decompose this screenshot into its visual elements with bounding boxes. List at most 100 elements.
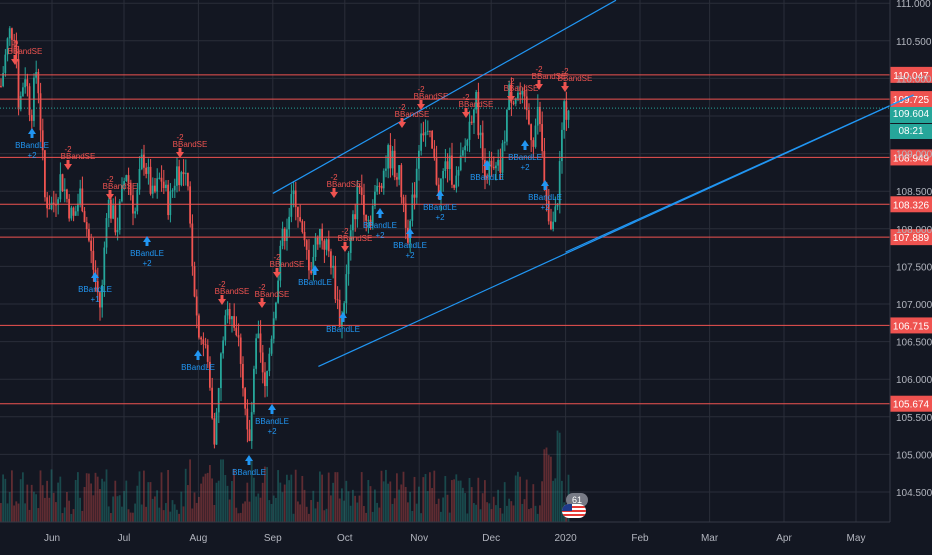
short-arrow-icon	[106, 194, 114, 200]
candle-body	[369, 219, 372, 226]
horizontal-levels[interactable]: 110.047 109.725 108.949 108.326 107.889 106.7…	[0, 66, 932, 412]
volume-bar	[138, 471, 141, 522]
candle-body	[330, 251, 332, 268]
volume-bar	[418, 486, 420, 522]
time-tick-label: Oct	[337, 533, 353, 544]
candle-body	[17, 59, 20, 110]
volume-bar	[151, 498, 154, 522]
volume-bar	[541, 481, 543, 522]
volume-bar	[57, 482, 59, 522]
candle-body	[543, 151, 546, 183]
volume-bar	[4, 478, 7, 522]
level-price-badge	[890, 91, 932, 108]
us-flag-icon[interactable]	[562, 504, 586, 518]
candle-body	[158, 177, 161, 179]
volume-bar	[217, 480, 220, 522]
grid	[0, 0, 890, 522]
candle-body	[435, 158, 438, 185]
candle-body	[13, 39, 15, 41]
candle-body	[169, 191, 172, 216]
candle-body	[554, 206, 557, 222]
long-arrow-icon	[28, 128, 36, 134]
long-arrow-stem	[408, 234, 412, 238]
long-signal-label: BBandLE	[508, 153, 542, 162]
short-signal-label: BBandSE	[173, 140, 208, 149]
short-arrow-stem	[220, 295, 224, 299]
volume-bar	[83, 486, 86, 522]
candle-body	[191, 223, 194, 267]
candle-body	[193, 266, 196, 297]
volume-bar	[70, 513, 73, 522]
candle-body	[530, 124, 532, 141]
long-signal-qty: +2	[27, 151, 37, 160]
indicator-count-badge[interactable]: 61	[566, 493, 588, 507]
volume-bar	[316, 501, 319, 522]
volume-bar	[451, 480, 453, 522]
candle-body	[545, 182, 548, 202]
level-price-badge	[890, 229, 932, 246]
volume-bar	[552, 480, 554, 522]
long-signal-label: BBandLE	[528, 193, 562, 202]
volume-bar	[233, 468, 235, 522]
candle-body	[85, 222, 88, 230]
volume-bar	[81, 510, 84, 522]
long-arrow-icon	[194, 350, 202, 356]
trend-line-mid	[565, 94, 914, 253]
volume-bar	[145, 506, 147, 522]
candle-body	[556, 204, 559, 207]
candle-body	[231, 316, 233, 320]
volume-bar	[286, 474, 288, 522]
volume-bar	[325, 508, 328, 522]
long-signal-qty: +2	[267, 427, 277, 436]
volume-bar	[334, 472, 337, 522]
volume-bar	[167, 470, 169, 522]
candle-body	[160, 177, 163, 182]
volume-bar	[459, 480, 462, 522]
candle-body	[250, 412, 253, 442]
volume-bar	[222, 459, 224, 522]
long-signal-qty: +2	[435, 213, 445, 222]
price-tick-label: 104.500	[896, 488, 932, 499]
short-arrow-stem	[108, 190, 112, 194]
price-tick-label: 106.000	[896, 375, 932, 386]
long-arrow-icon	[406, 228, 414, 234]
short-signal-label: BBandSE	[215, 287, 250, 296]
volume-bar	[63, 507, 66, 522]
volume-bar	[92, 495, 95, 522]
level-price-label: 108.326	[893, 200, 930, 211]
volume-bar	[389, 481, 392, 522]
candle-body	[44, 150, 46, 198]
volume-bar	[431, 488, 433, 522]
candle-body	[226, 308, 229, 316]
candle-body	[52, 202, 55, 205]
long-arrow-stem	[145, 242, 149, 246]
short-signal-qty: -2	[398, 103, 406, 112]
candle-body	[481, 132, 484, 160]
volume-bar	[314, 508, 317, 522]
candle-body	[209, 361, 211, 388]
volume-bar	[90, 483, 92, 522]
candle-body	[235, 327, 238, 336]
volume-bar	[543, 449, 546, 522]
trend-channel[interactable]	[272, 0, 914, 367]
short-signal-label: BBandSE	[459, 100, 494, 109]
long-arrow-icon	[483, 160, 491, 166]
candle-body	[475, 91, 477, 110]
volume-bar	[442, 497, 444, 522]
volume-bar	[402, 471, 405, 522]
candle-body	[495, 165, 497, 169]
volume-bar	[481, 493, 484, 522]
candle-body	[68, 198, 70, 219]
candle-body	[534, 125, 537, 147]
candle-body	[206, 345, 209, 362]
candle-body	[501, 143, 504, 173]
volume-bar	[371, 511, 374, 522]
candle-body	[156, 178, 158, 192]
volume-bar	[514, 475, 517, 522]
candle-body	[61, 174, 64, 191]
candle-body	[81, 188, 84, 212]
volume-bar	[261, 482, 264, 522]
candle-body	[116, 229, 119, 233]
